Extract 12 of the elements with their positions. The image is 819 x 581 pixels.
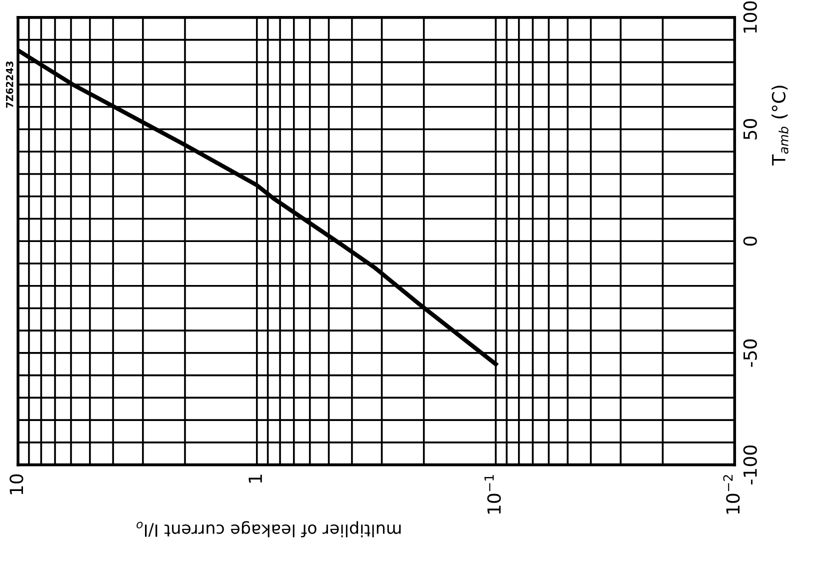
x-tick-label: 10 <box>10 474 24 494</box>
y-tick-label: 0 <box>743 236 757 246</box>
y-axis-title: T$_{amb}$ (°C) <box>772 86 788 166</box>
text: 7Z62243 <box>6 61 14 108</box>
x-tick-label: 10$^{−1}$ <box>484 474 501 514</box>
y-tick-label: -100 <box>743 446 757 484</box>
y-tick-label: 50 <box>743 118 757 140</box>
x-tick-label: 1 <box>248 474 262 483</box>
x-tick-label: 10$^{−2}$ <box>723 475 740 514</box>
x-axis-title: multiplier of leakage current I/I$_{o}$ <box>136 521 401 538</box>
y-tick-label: 100 <box>743 1 757 33</box>
y-tick-label: -50 <box>743 339 757 367</box>
